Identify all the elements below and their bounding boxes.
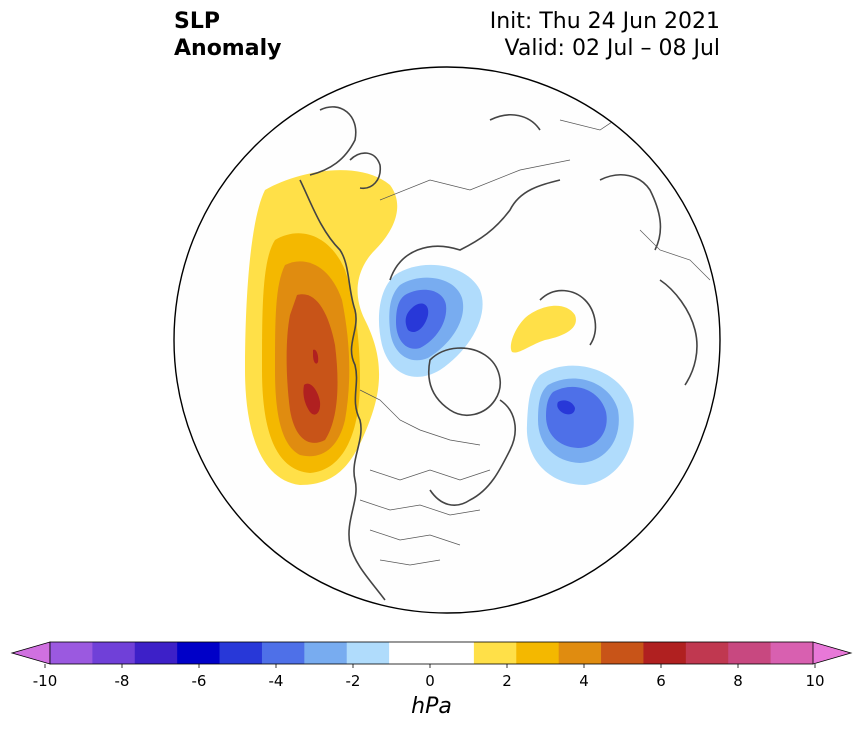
colorbar-segment xyxy=(177,642,221,664)
colorbar-segment xyxy=(389,642,432,664)
colorbar-tick-label: -4 xyxy=(269,672,284,690)
colorbar-tick-label: 2 xyxy=(502,672,512,690)
colorbar-tick-label: 4 xyxy=(579,672,589,690)
colorbar-segment xyxy=(601,642,644,664)
forecast-dates: Init: Thu 24 Jun 2021 Valid: 02 Jul – 08… xyxy=(490,8,720,62)
colorbar-ticks: -10 -8 -6 -4 -2 0 2 4 6 8 10 xyxy=(33,664,825,690)
title-line-2: Anomaly xyxy=(174,36,282,61)
valid-date: Valid: 02 Jul – 08 Jul xyxy=(504,36,720,61)
colorbar-segment xyxy=(304,642,348,664)
globe-outline xyxy=(173,66,721,614)
init-date: Init: Thu 24 Jun 2021 xyxy=(489,9,720,34)
colorbar-segment xyxy=(473,642,517,664)
positive-anomaly-europe xyxy=(510,305,576,353)
colorbar-segment xyxy=(770,642,814,664)
colorbar-tick-label: 0 xyxy=(425,672,435,690)
colorbar-tick-label: -6 xyxy=(192,672,207,690)
colorbar-segment xyxy=(685,642,729,664)
colorbar-segment xyxy=(219,642,263,664)
colorbar-unit-label: hPa xyxy=(411,694,452,719)
colorbar-tick-label: -2 xyxy=(346,672,361,690)
colorbar-tick-label: -8 xyxy=(115,672,130,690)
colorbar-segment xyxy=(261,642,305,664)
colorbar-tick-label: -10 xyxy=(33,672,58,690)
positive-anomaly-pacific xyxy=(245,170,398,485)
negative-anomaly-atlantic xyxy=(526,365,634,485)
colorbar-segments xyxy=(10,641,853,665)
colorbar-segment xyxy=(92,642,136,664)
colorbar-segment xyxy=(50,642,93,664)
colorbar: -10 -8 -6 -4 -2 0 2 4 6 8 10 xyxy=(10,641,853,690)
colorbar-segment xyxy=(346,642,390,664)
colorbar-tick-label: 6 xyxy=(656,672,666,690)
coastlines xyxy=(299,106,698,601)
colorbar-border xyxy=(49,641,814,665)
colorbar-extend-high xyxy=(812,641,853,665)
colorbar-segment xyxy=(431,642,475,664)
colorbar-segment xyxy=(516,642,560,664)
colorbar-segment xyxy=(134,642,178,664)
polar-map xyxy=(173,66,721,614)
title-line-1: SLP xyxy=(174,9,220,34)
anomaly-layer xyxy=(245,170,634,485)
map-title: SLP Anomaly xyxy=(174,8,281,62)
colorbar-segment xyxy=(558,642,602,664)
colorbar-tick-label: 8 xyxy=(733,672,743,690)
colorbar-segment xyxy=(643,642,687,664)
colorbar-segment xyxy=(728,642,772,664)
borders xyxy=(359,109,711,566)
colorbar-extend-low xyxy=(10,641,51,665)
colorbar-tick-label: 10 xyxy=(805,672,824,690)
